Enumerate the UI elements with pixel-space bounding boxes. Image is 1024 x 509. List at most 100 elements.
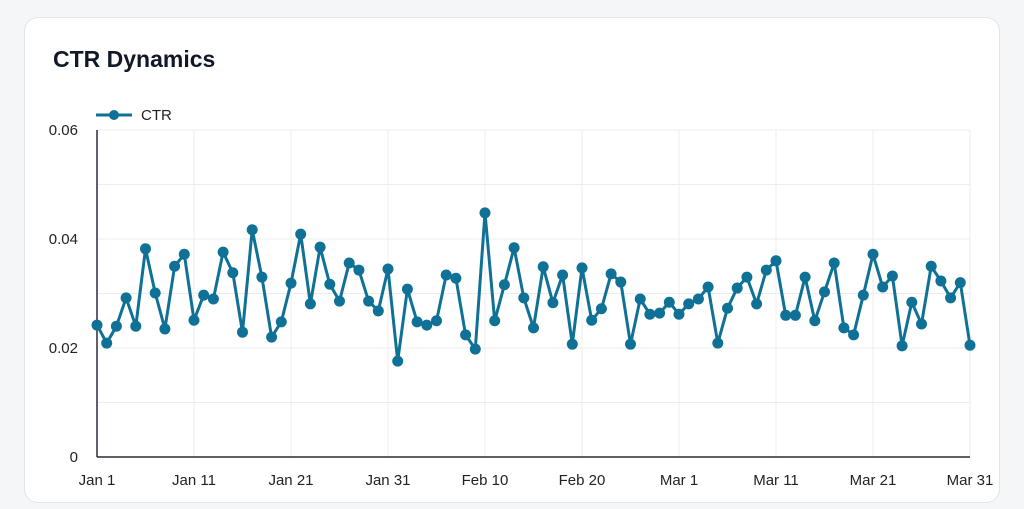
y-tick-label: 0.02: [49, 340, 78, 357]
data-point: [237, 326, 248, 338]
data-point: [217, 246, 229, 258]
data-point: [877, 281, 889, 293]
data-point: [780, 309, 792, 321]
data-point: [246, 224, 258, 236]
data-point: [101, 337, 113, 349]
data-point: [304, 298, 316, 310]
x-tick-label: Jan 1: [79, 472, 116, 489]
x-tick-label: Mar 1: [660, 472, 698, 489]
data-point: [130, 320, 142, 332]
data-point: [256, 271, 268, 283]
data-point: [460, 329, 472, 341]
data-point: [169, 260, 181, 272]
data-point: [712, 337, 724, 349]
data-point: [314, 241, 326, 253]
data-point: [547, 297, 559, 309]
x-tick-label: Jan 11: [172, 472, 216, 489]
data-point: [178, 248, 190, 260]
data-point: [411, 316, 423, 328]
data-point: [566, 338, 578, 350]
data-point: [789, 309, 801, 321]
x-tick-label: Mar 31: [947, 472, 994, 489]
data-point: [275, 316, 287, 328]
data-point: [595, 303, 607, 315]
x-tick-label: Feb 20: [559, 472, 606, 489]
y-tick-label: 0.06: [49, 122, 78, 139]
data-point: [867, 248, 879, 260]
x-tick-label: Jan 21: [268, 472, 313, 489]
y-tick-label: 0.04: [49, 231, 78, 248]
data-point: [634, 293, 646, 305]
legend-label: CTR: [141, 107, 172, 124]
data-point: [382, 263, 394, 275]
data-point: [401, 283, 413, 295]
data-point: [91, 319, 103, 331]
data-point: [295, 228, 307, 240]
legend-marker: [109, 110, 119, 120]
data-point: [140, 243, 151, 255]
x-tick-label: Mar 11: [753, 472, 799, 489]
data-point: [518, 292, 530, 304]
data-point: [770, 255, 782, 267]
data-point: [731, 282, 743, 294]
data-point: [343, 257, 355, 269]
data-point: [935, 275, 947, 287]
data-point: [498, 279, 510, 291]
data-point: [489, 315, 501, 327]
data-point: [120, 292, 132, 304]
data-point: [615, 276, 627, 288]
data-point: [673, 308, 685, 320]
data-point: [760, 264, 772, 276]
data-point: [469, 343, 481, 355]
data-point: [227, 267, 239, 279]
data-point: [625, 338, 636, 350]
series-line-ctr: [95, 211, 972, 363]
data-point: [450, 272, 462, 284]
data-point: [421, 319, 433, 331]
chart-title: CTR Dynamics: [53, 46, 216, 72]
data-point: [896, 340, 908, 352]
data-point: [586, 314, 598, 326]
data-point: [964, 339, 976, 351]
data-point: [576, 262, 588, 274]
data-point: [392, 355, 404, 367]
data-point: [857, 289, 869, 301]
data-point: [751, 298, 763, 310]
data-point: [809, 315, 821, 327]
data-point: [353, 264, 365, 276]
data-point: [110, 320, 122, 332]
data-point: [692, 293, 704, 305]
data-point: [644, 308, 656, 320]
data-point: [819, 286, 830, 298]
data-point: [557, 269, 569, 281]
x-tick-label: Jan 31: [365, 472, 410, 489]
data-point: [363, 295, 375, 307]
x-tick-label: Mar 21: [850, 472, 897, 489]
data-point: [916, 318, 927, 330]
data-point: [886, 270, 898, 282]
data-point: [372, 305, 384, 317]
x-tick-label: Feb 10: [462, 472, 509, 489]
data-point: [683, 298, 695, 310]
data-point: [925, 260, 937, 272]
data-point: [479, 207, 491, 219]
data-point: [954, 277, 966, 289]
data-point: [266, 331, 278, 343]
data-point: [440, 269, 452, 281]
data-point: [149, 287, 161, 299]
data-point: [722, 302, 733, 314]
data-point: [838, 322, 850, 334]
data-point: [285, 277, 297, 289]
data-point: [828, 257, 840, 269]
data-point: [207, 293, 219, 305]
data-point: [799, 271, 811, 283]
data-point: [188, 314, 200, 326]
data-point: [324, 278, 336, 290]
data-point: [906, 296, 918, 308]
data-point: [508, 242, 520, 254]
data-point: [528, 322, 539, 334]
data-point: [159, 323, 171, 335]
data-point: [848, 329, 860, 341]
data-point: [654, 307, 666, 319]
data-point: [605, 268, 617, 280]
